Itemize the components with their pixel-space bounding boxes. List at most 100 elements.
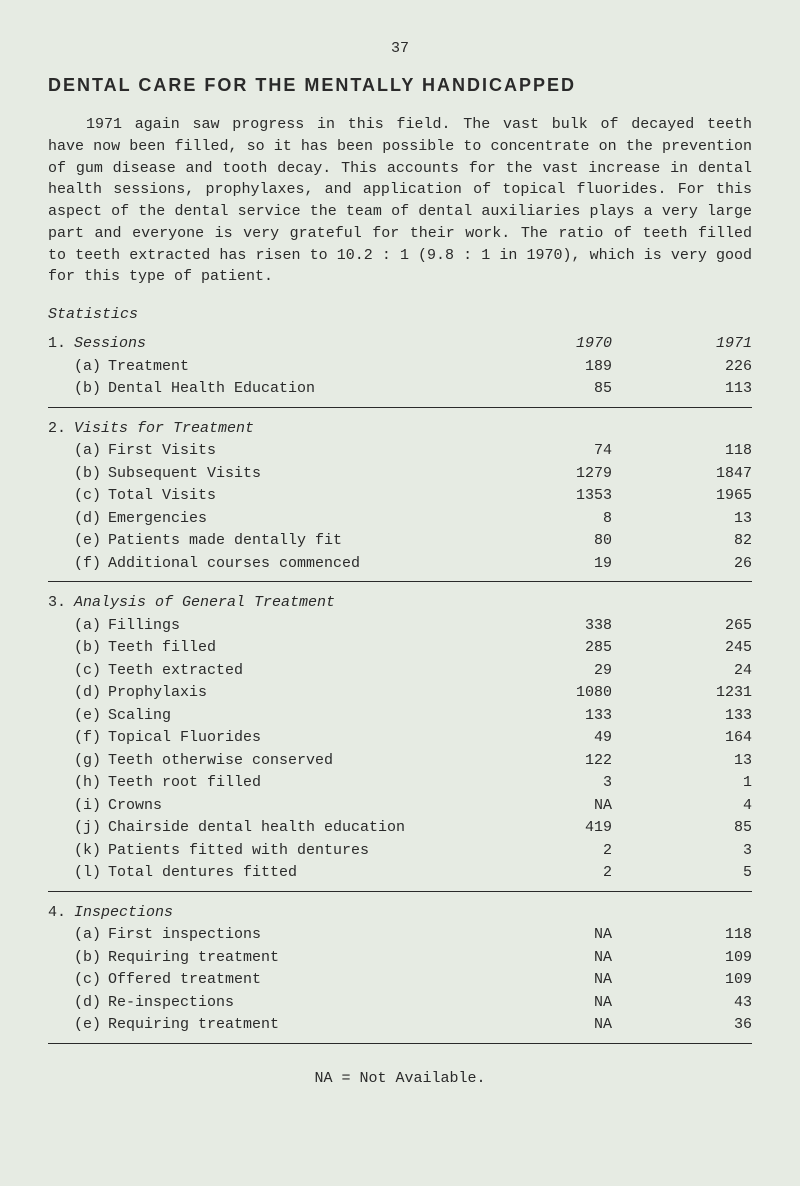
table-row: (g)Teeth otherwise conserved12213: [48, 750, 752, 773]
section-title: Sessions: [74, 333, 492, 356]
row-label: Dental Health Education: [108, 378, 492, 401]
table-row: (a)First Visits74118: [48, 440, 752, 463]
table-row: (i)CrownsNA4: [48, 795, 752, 818]
row-value-1970: 74: [492, 440, 612, 463]
row-sub: (a): [74, 615, 108, 638]
row-sub: (l): [74, 862, 108, 885]
row-sub: (d): [74, 682, 108, 705]
footnote: NA = Not Available.: [48, 1070, 752, 1087]
column-header-1971: 1971: [612, 333, 752, 356]
table-row: (e)Patients made dentally fit8082: [48, 530, 752, 553]
row-value-1971: 1965: [612, 485, 752, 508]
row-sub: (e): [74, 530, 108, 553]
row-sub: (e): [74, 705, 108, 728]
row-sub: (g): [74, 750, 108, 773]
row-value-1971: 265: [612, 615, 752, 638]
row-value-1970: 2: [492, 840, 612, 863]
table-row: (j)Chairside dental health education4198…: [48, 817, 752, 840]
row-value-1970: 1279: [492, 463, 612, 486]
section-divider: [48, 891, 752, 892]
row-label: Total dentures fitted: [108, 862, 492, 885]
page-title: DENTAL CARE FOR THE MENTALLY HANDICAPPED: [48, 75, 752, 96]
row-value-1970: 19: [492, 553, 612, 576]
row-value-1971: 109: [612, 947, 752, 970]
table-row: (c)Teeth extracted2924: [48, 660, 752, 683]
row-value-1971: 85: [612, 817, 752, 840]
row-value-1971: 113: [612, 378, 752, 401]
row-label: Requiring treatment: [108, 1014, 492, 1037]
table-row: (a)First inspectionsNA118: [48, 924, 752, 947]
row-sub: (b): [74, 637, 108, 660]
row-sub: (i): [74, 795, 108, 818]
row-value-1970: 1080: [492, 682, 612, 705]
section-analysis: 3. Analysis of General Treatment (a)Fill…: [48, 592, 752, 885]
row-label: First inspections: [108, 924, 492, 947]
row-label: Patients fitted with dentures: [108, 840, 492, 863]
row-value-1970: NA: [492, 947, 612, 970]
row-value-1970: NA: [492, 1014, 612, 1037]
statistics-header: Statistics: [48, 306, 752, 323]
row-label: Chairside dental health education: [108, 817, 492, 840]
row-value-1970: 285: [492, 637, 612, 660]
row-label: Patients made dentally fit: [108, 530, 492, 553]
row-label: Treatment: [108, 356, 492, 379]
row-value-1970: 419: [492, 817, 612, 840]
table-row: (d)Prophylaxis10801231: [48, 682, 752, 705]
row-value-1970: NA: [492, 969, 612, 992]
row-value-1971: 118: [612, 440, 752, 463]
row-value-1970: 1353: [492, 485, 612, 508]
row-label: Fillings: [108, 615, 492, 638]
row-value-1971: 82: [612, 530, 752, 553]
row-value-1971: 36: [612, 1014, 752, 1037]
table-row: (h)Teeth root filled31: [48, 772, 752, 795]
row-value-1970: 49: [492, 727, 612, 750]
row-value-1970: 338: [492, 615, 612, 638]
section-number: 4.: [48, 902, 74, 925]
table-row: (e)Requiring treatmentNA36: [48, 1014, 752, 1037]
row-sub: (k): [74, 840, 108, 863]
row-label: First Visits: [108, 440, 492, 463]
table-row: (c)Total Visits13531965: [48, 485, 752, 508]
row-sub: (b): [74, 378, 108, 401]
table-row: (e)Scaling133133: [48, 705, 752, 728]
row-label: Additional courses commenced: [108, 553, 492, 576]
section-title: Analysis of General Treatment: [74, 592, 492, 615]
section-visits: 2. Visits for Treatment (a)First Visits7…: [48, 418, 752, 576]
row-sub: (f): [74, 553, 108, 576]
row-label: Teeth root filled: [108, 772, 492, 795]
row-label: Offered treatment: [108, 969, 492, 992]
table-row: (f)Topical Fluorides49164: [48, 727, 752, 750]
row-label: Re-inspections: [108, 992, 492, 1015]
row-sub: (a): [74, 356, 108, 379]
table-row: (b)Teeth filled285245: [48, 637, 752, 660]
section-sessions: 1. Sessions 1970 1971 (a) Treatment 189 …: [48, 333, 752, 401]
table-row: (f)Additional courses commenced1926: [48, 553, 752, 576]
row-label: Teeth otherwise conserved: [108, 750, 492, 773]
section-number: 1.: [48, 333, 74, 356]
column-header-1970: 1970: [492, 333, 612, 356]
row-sub: (d): [74, 992, 108, 1015]
row-value-1970: NA: [492, 795, 612, 818]
table-row: (a)Fillings338265: [48, 615, 752, 638]
row-sub: (a): [74, 924, 108, 947]
row-value-1971: 1231: [612, 682, 752, 705]
row-value-1971: 164: [612, 727, 752, 750]
row-value-1970: 189: [492, 356, 612, 379]
row-sub: (c): [74, 969, 108, 992]
row-label: Teeth filled: [108, 637, 492, 660]
row-value-1971: 13: [612, 508, 752, 531]
row-value-1971: 1: [612, 772, 752, 795]
row-sub: (h): [74, 772, 108, 795]
section-title: Visits for Treatment: [74, 418, 492, 441]
row-sub: (c): [74, 660, 108, 683]
row-value-1971: 3: [612, 840, 752, 863]
page-number: 37: [48, 40, 752, 57]
table-row: (a) Treatment 189 226: [48, 356, 752, 379]
table-row: (c)Offered treatmentNA109: [48, 969, 752, 992]
table-row: (d)Emergencies813: [48, 508, 752, 531]
section-number: 2.: [48, 418, 74, 441]
table-row: (b)Subsequent Visits12791847: [48, 463, 752, 486]
table-row: (k)Patients fitted with dentures23: [48, 840, 752, 863]
row-sub: (c): [74, 485, 108, 508]
row-label: Total Visits: [108, 485, 492, 508]
